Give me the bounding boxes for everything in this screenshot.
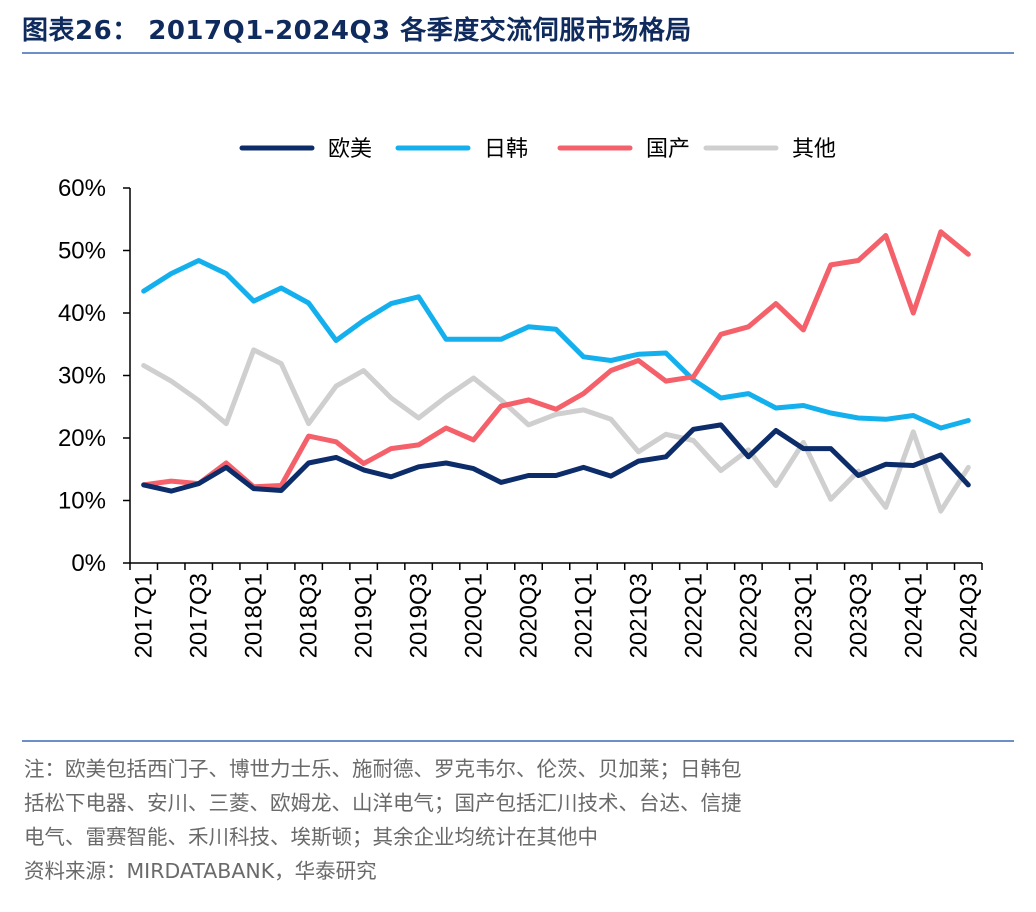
legend-label: 其他 <box>792 137 836 162</box>
x-tick-label: 2021Q3 <box>625 573 652 658</box>
notes-section: 注：欧美包括西门子、博世力士乐、施耐德、罗克韦尔、伦茨、贝加莱；日韩包 括松下电… <box>24 752 1014 888</box>
y-tick-label: 30% <box>58 363 106 390</box>
x-tick-label: 2022Q3 <box>735 573 762 658</box>
note-line: 括松下电器、安川、三菱、欧姆龙、山洋电气；国产包括汇川技术、台达、信捷 <box>24 791 742 815</box>
y-tick-label: 0% <box>71 550 106 577</box>
x-tick-label: 2021Q1 <box>570 573 597 658</box>
legend: 欧美 日韩 国产 其他 <box>239 137 836 162</box>
y-tick-label: 20% <box>58 425 106 452</box>
x-tick-label: 2019Q1 <box>351 573 378 658</box>
legend-label: 欧美 <box>328 137 372 162</box>
series-lines <box>141 229 971 514</box>
source-line: 资料来源：MIRDATABANK，华泰研究 <box>24 859 377 883</box>
x-tick-label: 2020Q3 <box>516 573 543 658</box>
y-axis: 0% 10% 20% 30% 40% 50% 60% <box>58 175 131 577</box>
series-line-日韩 <box>141 258 971 431</box>
series-line-欧美 <box>141 422 971 494</box>
x-tick-label: 2024Q3 <box>955 573 982 658</box>
y-tick-label: 40% <box>58 300 106 327</box>
title-divider <box>22 52 1014 54</box>
note-line: 注：欧美包括西门子、博世力士乐、施耐德、罗克韦尔、伦茨、贝加莱；日韩包 <box>24 757 742 781</box>
x-axis: 2017Q1 2017Q3 2018Q1 2018Q3 2019Q1 2019Q3 2020… <box>129 562 983 658</box>
legend-label: 日韩 <box>484 137 528 162</box>
x-tick-label: 2018Q3 <box>296 573 323 658</box>
line-chart: 欧美 日韩 国产 其他 0%10%20%30%40%50%60% 2017Q1 2017… <box>58 137 983 658</box>
x-tick-label: 2017Q3 <box>186 573 213 658</box>
x-tick-label: 2022Q1 <box>680 573 707 658</box>
y-tick-label: 50% <box>58 238 106 265</box>
page-title: 图表26： 2017Q1-2024Q3 各季度交流伺服市场格局 <box>22 16 692 46</box>
x-tick-label: 2023Q1 <box>790 573 817 658</box>
x-tick-label: 2017Q1 <box>131 573 158 658</box>
x-tick-label: 2018Q1 <box>241 573 268 658</box>
x-tick-label: 2024Q1 <box>900 573 927 658</box>
x-tick-label: 2019Q3 <box>406 573 433 658</box>
notes-divider <box>22 740 1014 742</box>
series-line-其他 <box>141 347 971 514</box>
note-line: 电气、雷赛智能、禾川科技、埃斯顿；其余企业均统计在其他中 <box>24 825 598 849</box>
y-tick-label: 10% <box>58 488 106 515</box>
series-line-国产 <box>141 229 971 490</box>
legend-label: 国产 <box>646 137 690 162</box>
x-tick-label: 2020Q1 <box>461 573 488 658</box>
y-tick-label: 60% <box>58 175 106 202</box>
x-tick-label: 2023Q3 <box>845 573 872 658</box>
